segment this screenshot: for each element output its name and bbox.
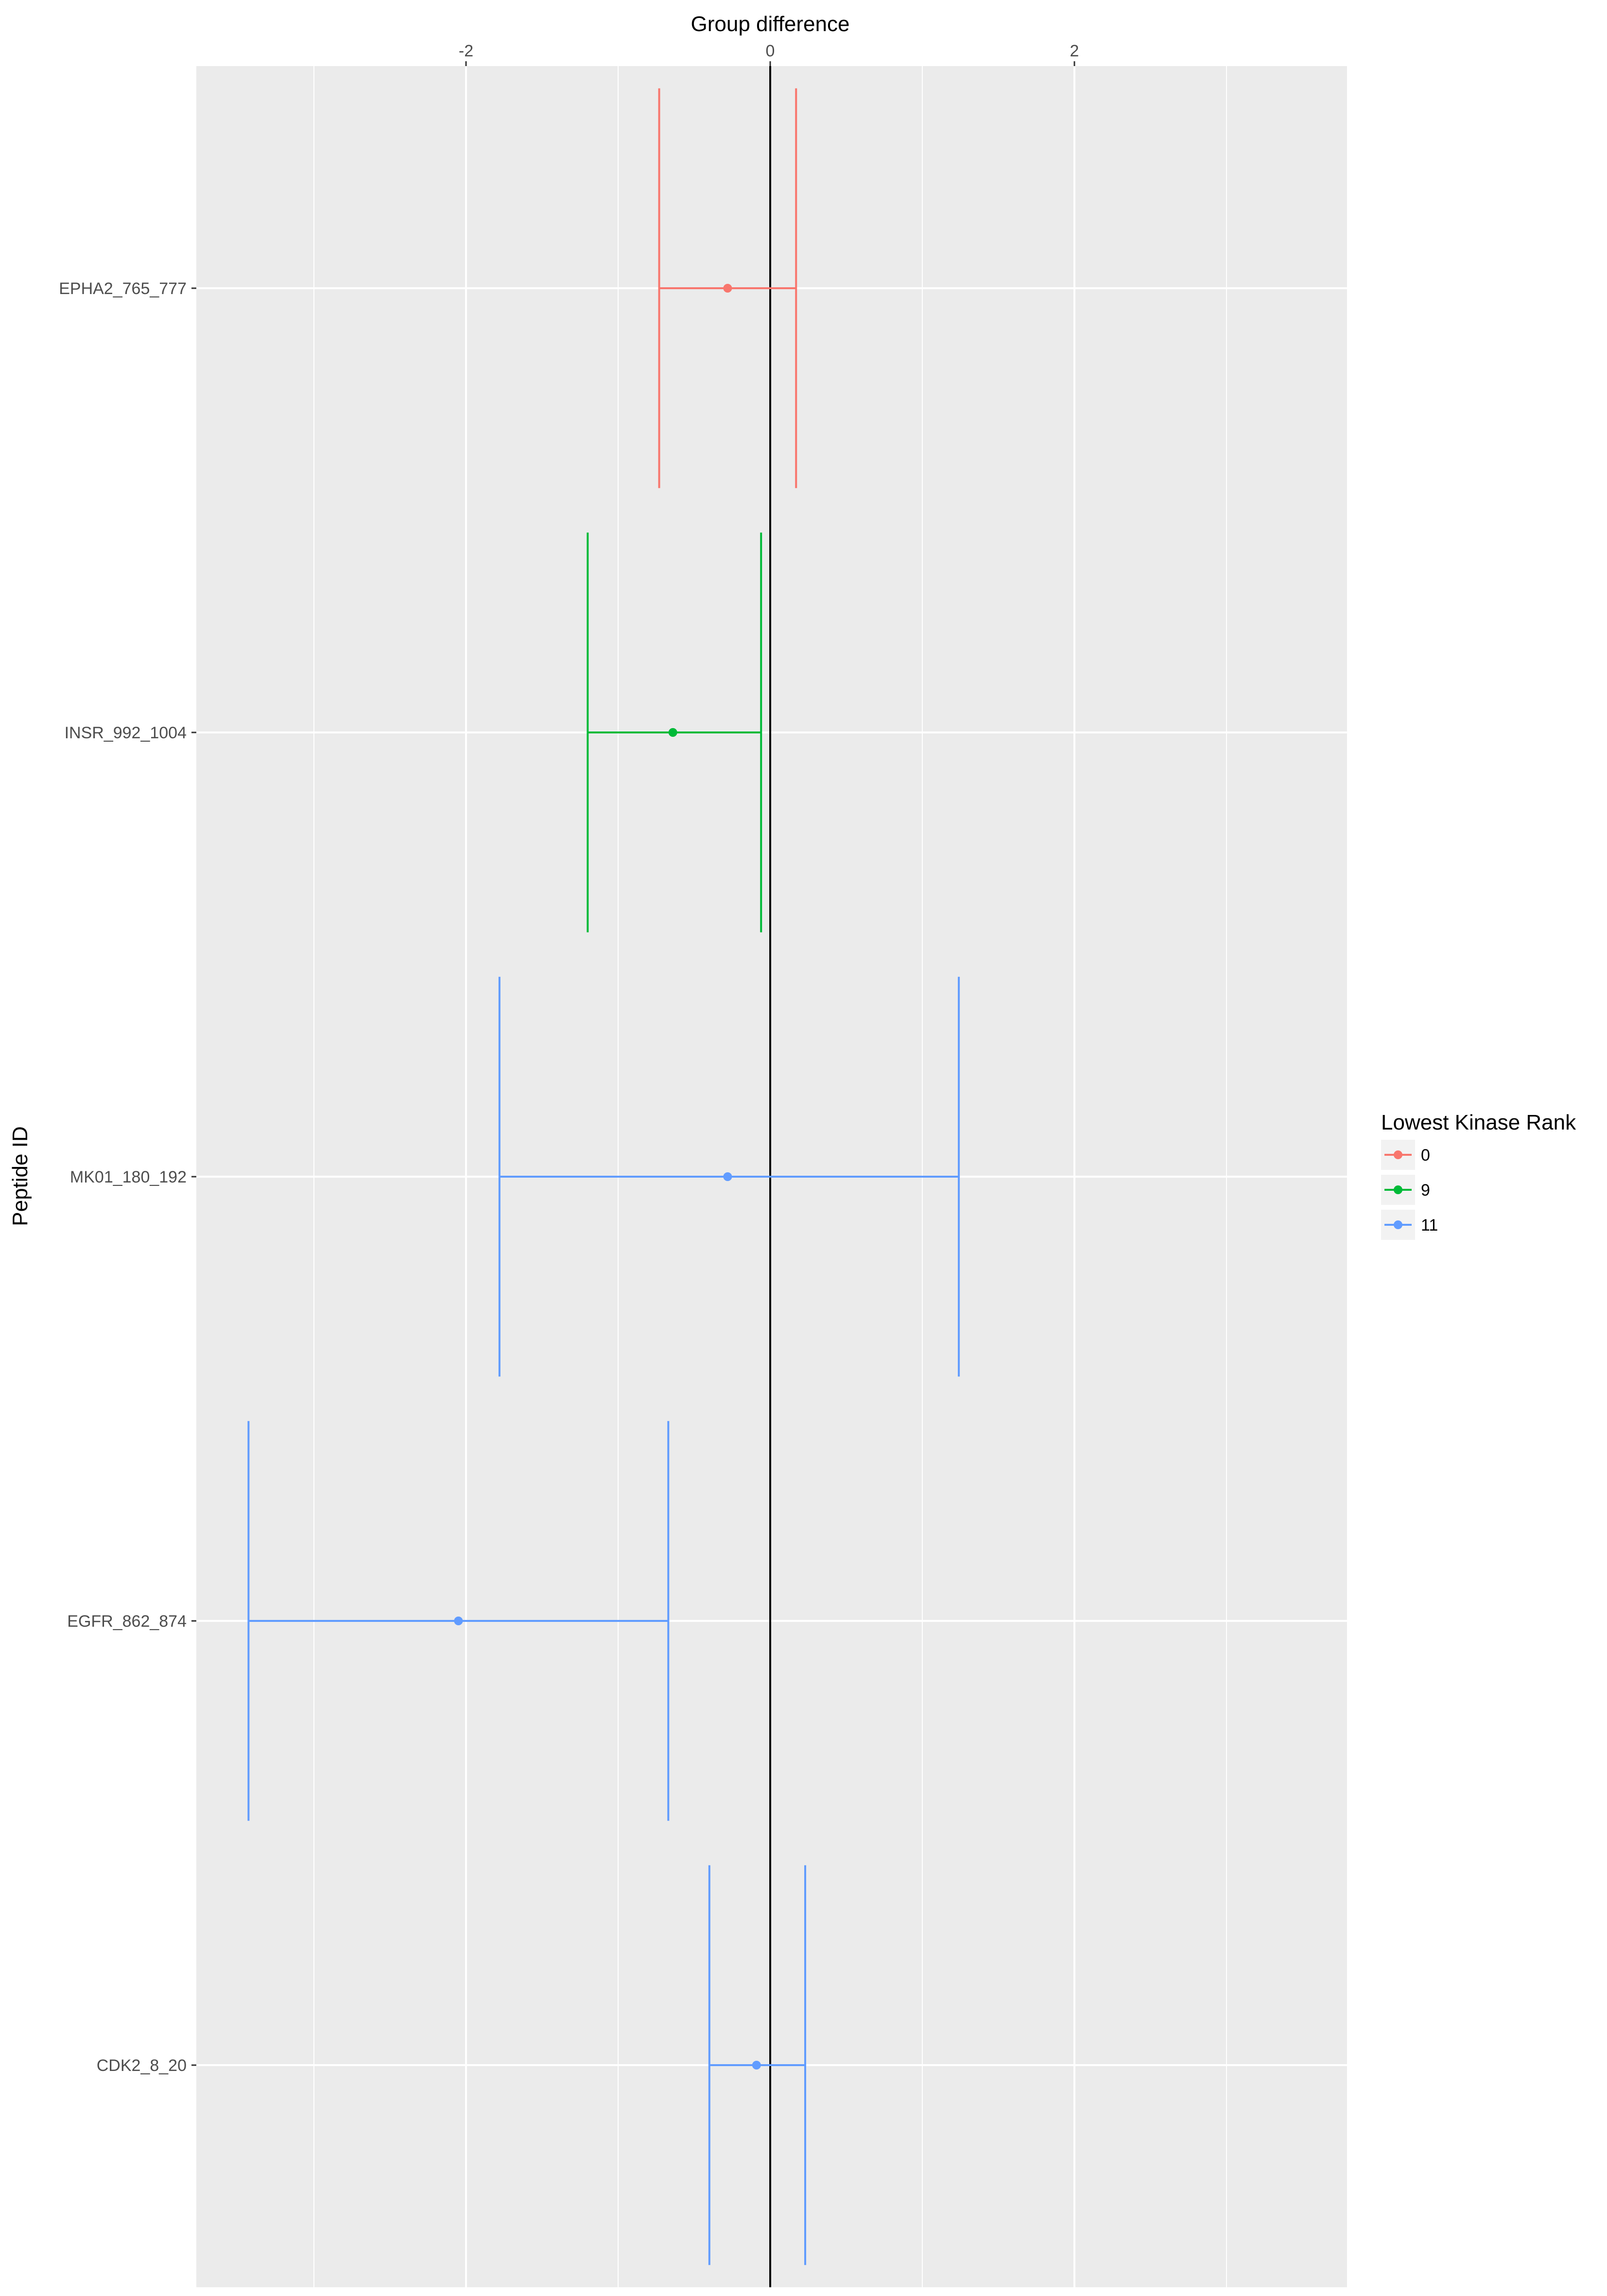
legend-key-point xyxy=(1394,1220,1402,1229)
estimate-point xyxy=(454,1617,463,1625)
x-axis: -2 0 2 xyxy=(459,42,1079,66)
x-tick-label: 2 xyxy=(1070,42,1079,60)
x-tick-label: 0 xyxy=(766,42,775,60)
legend-key-point xyxy=(1394,1150,1402,1159)
legend-key-point xyxy=(1394,1185,1402,1194)
y-tick-label: EPHA2_765_777 xyxy=(59,279,187,298)
legend-label: 9 xyxy=(1421,1181,1430,1200)
y-axis-title: Peptide ID xyxy=(8,1126,32,1226)
estimate-point xyxy=(723,1172,732,1181)
estimate-point xyxy=(752,2061,761,2070)
legend-title: Lowest Kinase Rank xyxy=(1381,1111,1576,1134)
y-tick-label: MK01_180_192 xyxy=(70,1168,187,1186)
legend: Lowest Kinase Rank 0 9 11 xyxy=(1381,1111,1576,1240)
y-tick-label: EGFR_862_874 xyxy=(67,1612,187,1631)
x-tick-label: -2 xyxy=(459,42,473,60)
estimate-point xyxy=(723,284,732,293)
legend-label: 0 xyxy=(1421,1146,1430,1165)
y-axis: EPHA2_765_777 INSR_992_1004 MK01_180_192 EG… xyxy=(59,279,196,2075)
legend-label: 11 xyxy=(1421,1216,1438,1235)
y-tick-label: INSR_992_1004 xyxy=(65,724,187,742)
y-tick-label: CDK2_8_20 xyxy=(97,2056,187,2075)
x-axis-title: Group difference xyxy=(691,12,850,36)
legend-keys: 0 9 11 xyxy=(1381,1140,1438,1240)
estimate-point xyxy=(669,728,677,737)
